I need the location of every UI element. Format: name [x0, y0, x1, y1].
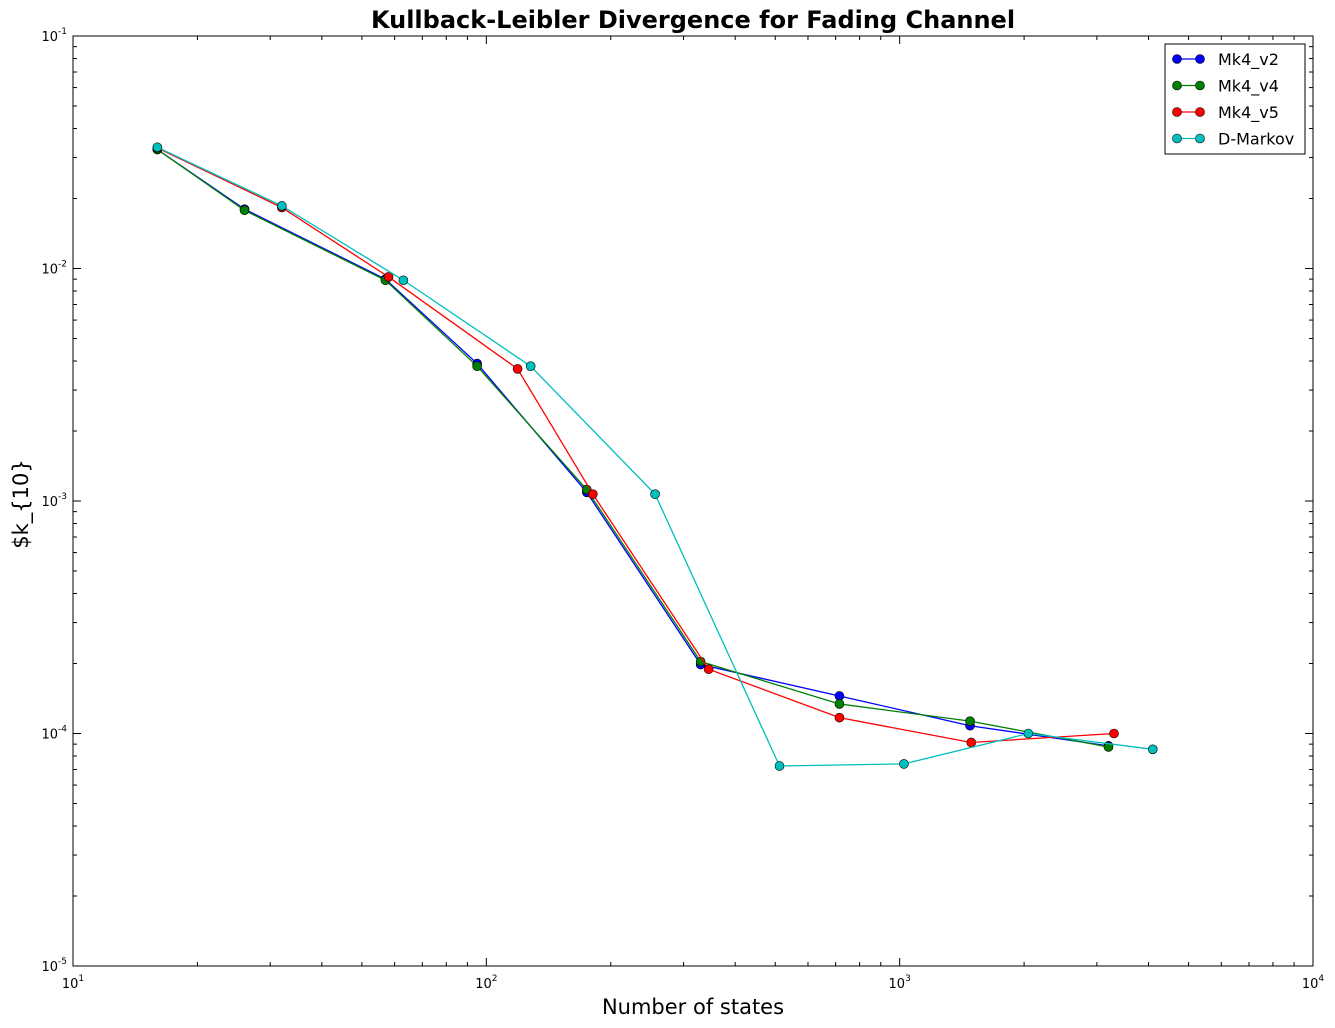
data-point-mk4-v5	[834, 712, 845, 723]
data-point-d-markov	[899, 759, 909, 769]
data-point-mk4-v5	[588, 489, 598, 499]
y-axis-label: $k_{10}	[9, 459, 34, 548]
chart-title: Kullback-Leibler Divergence for Fading C…	[371, 6, 1015, 34]
data-point-d-markov	[398, 275, 409, 286]
data-point-mk4-v4	[472, 361, 482, 372]
x-axis-label: Number of states	[602, 995, 784, 1019]
legend-marker	[1195, 80, 1205, 91]
data-point-mk4-v4	[1103, 742, 1114, 752]
data-point-mk4-v5	[383, 272, 394, 282]
y-tick-label: 10-5	[41, 957, 67, 975]
data-point-d-markov	[525, 361, 536, 372]
plot-frame	[72, 35, 1314, 967]
legend-marker	[1195, 133, 1205, 144]
legend-marker	[1172, 133, 1182, 144]
legend-label: Mk4_v5	[1218, 103, 1279, 123]
x-tick-label: 104	[1302, 974, 1325, 992]
legend-label: Mk4_v2	[1218, 50, 1279, 70]
legend-entry-mk4-v2: Mk4_v2	[1172, 50, 1279, 70]
data-point-mk4-v4	[239, 205, 250, 216]
data-point-d-markov	[152, 142, 163, 153]
data-point-d-markov	[650, 489, 660, 499]
legend-marker	[1172, 54, 1182, 64]
y-tick-label: 10-3	[41, 492, 67, 510]
data-point-mk4-v5	[512, 364, 523, 374]
legend-marker	[1172, 107, 1182, 117]
legend-label: Mk4_v4	[1218, 77, 1279, 97]
y-tick-label: 10-1	[41, 27, 67, 45]
y-tick-label: 10-4	[41, 725, 67, 743]
data-point-d-markov	[1023, 728, 1034, 739]
legend-marker	[1195, 107, 1205, 117]
data-point-mk4-v4	[834, 699, 845, 709]
legend-label: D-Markov	[1218, 130, 1294, 149]
legend: Mk4_v2 Mk4_v4 Mk4_v5 D-Markov	[1164, 43, 1306, 155]
data-point-mk4-v5	[966, 737, 977, 748]
legend-entry-mk4-v5: Mk4_v5	[1172, 103, 1279, 123]
data-point-d-markov	[774, 761, 785, 771]
legend-marker	[1195, 54, 1205, 64]
x-tick-label: 101	[62, 974, 84, 992]
data-point-mk4-v4	[965, 716, 975, 726]
legend-entry-d-markov: D-Markov	[1172, 130, 1294, 149]
legend-marker	[1172, 80, 1182, 91]
tick-labels: 101 102 103 104 10-5 10-4 10-3 10-2 10-1	[41, 27, 1324, 992]
series-layer	[152, 142, 1158, 771]
legend-entry-mk4-v4: Mk4_v4	[1172, 77, 1279, 97]
x-tick-label: 102	[475, 974, 497, 992]
series-d-markov	[152, 142, 1158, 771]
data-point-mk4-v2	[834, 691, 845, 701]
x-tick-label: 103	[889, 974, 911, 992]
axis-ticks	[72, 35, 1314, 967]
data-point-mk4-v5	[1109, 728, 1119, 739]
y-tick-label: 10-2	[41, 260, 67, 278]
data-point-d-markov	[1147, 744, 1158, 755]
legend-box	[1164, 43, 1306, 155]
data-point-d-markov	[276, 201, 287, 211]
series-mk4-v4	[152, 144, 1114, 752]
data-point-mk4-v5	[703, 664, 714, 675]
